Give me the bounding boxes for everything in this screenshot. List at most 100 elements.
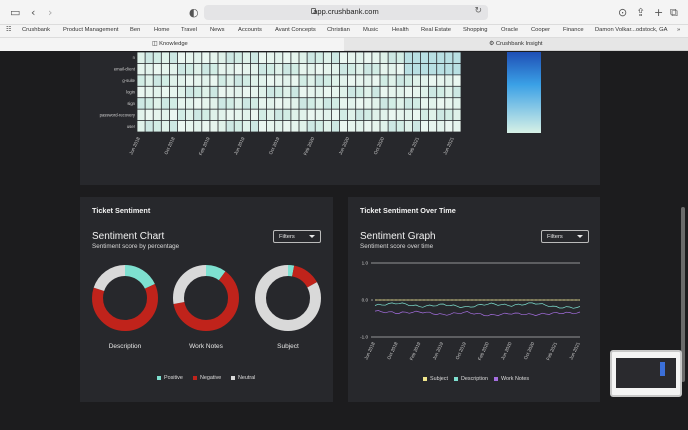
heatmap-cell xyxy=(356,98,364,109)
preview-bar xyxy=(660,362,665,376)
heatmap-cell xyxy=(258,120,267,132)
bookmark-item[interactable]: Accounts xyxy=(238,27,262,33)
heatmap-cell xyxy=(453,75,461,86)
heatmap-cell xyxy=(250,98,259,109)
heatmap-cell xyxy=(177,109,186,121)
heatmap-row-label: user xyxy=(127,124,136,129)
heatmap-cell xyxy=(258,86,267,98)
heatmap-cell xyxy=(364,52,372,64)
bookmark-item[interactable]: News xyxy=(210,27,225,33)
heatmap-cell xyxy=(445,63,453,75)
reload-icon[interactable]: ↻ xyxy=(474,6,482,16)
heatmap-cell xyxy=(194,109,202,121)
heatmap-cell xyxy=(177,63,186,75)
sidebar-toggle-icon[interactable]: ▭ xyxy=(10,6,21,19)
heatmap-cell xyxy=(177,52,186,64)
bookmark-item[interactable]: Shopping xyxy=(463,27,488,33)
heatmap-cell xyxy=(275,52,283,64)
bookmarks-grid-icon[interactable]: ☷ xyxy=(6,27,12,33)
heatmap-x-tick: Feb 2021 xyxy=(407,136,420,156)
heatmap-cell xyxy=(258,109,267,121)
heatmap-cell xyxy=(275,63,283,75)
bookmark-item[interactable]: Product Management xyxy=(63,27,119,33)
tab-knowledge[interactable]: ◫ Knowledge xyxy=(0,38,344,51)
privacy-shield-icon[interactable]: ◐ xyxy=(189,6,199,19)
forward-icon[interactable]: › xyxy=(48,6,53,19)
bookmark-item[interactable]: Damon Volkar...odstock, GA xyxy=(595,27,668,33)
bookmark-item[interactable]: Ben xyxy=(130,27,141,33)
chart-title: Sentiment Chart xyxy=(92,231,165,242)
heatmap-cell xyxy=(412,86,421,98)
heatmap-cell xyxy=(291,86,299,98)
bookmark-item[interactable]: Real Estate xyxy=(421,27,451,33)
address-bar[interactable]: app.crushbank.com ↻ xyxy=(204,5,488,20)
heatmap-cell xyxy=(348,109,356,121)
series-line-description xyxy=(374,302,581,309)
bookmark-item[interactable]: Christian xyxy=(327,27,350,33)
heatmap-row-label: password-recovery xyxy=(100,112,136,117)
bookmark-item[interactable]: Cooper xyxy=(531,27,551,33)
heatmap-cell xyxy=(420,98,429,109)
heatmap-cell xyxy=(153,63,161,75)
tab-label: Crushbank Insight xyxy=(495,41,543,47)
heatmap-cell xyxy=(315,75,323,86)
donut-slice-neutral xyxy=(92,265,158,331)
bookmark-item[interactable]: Crushbank xyxy=(22,27,51,33)
legend-swatch xyxy=(494,376,498,381)
legend-swatch xyxy=(193,375,197,380)
heatmap-cell xyxy=(315,109,323,121)
heatmap-cell xyxy=(396,120,404,132)
tab-favicon-icon: ◫ xyxy=(152,41,160,47)
heatmap-cell xyxy=(267,75,275,86)
heatmap-cell xyxy=(258,63,267,75)
heatmap-cell xyxy=(356,75,364,86)
heatmap-cell xyxy=(396,63,404,75)
legend-swatch xyxy=(157,375,161,380)
filter-label: Filters xyxy=(547,233,563,240)
heatmap-cell xyxy=(258,52,267,64)
bookmark-item[interactable]: Avant Concepts xyxy=(275,27,316,33)
bookmark-item[interactable]: Finance xyxy=(563,27,584,33)
new-tab-icon[interactable]: + xyxy=(654,6,664,19)
overflow-chevron-icon[interactable]: » xyxy=(677,27,681,33)
bookmark-item[interactable]: Home xyxy=(154,27,170,33)
heatmap-cell xyxy=(331,120,340,132)
bookmark-item[interactable]: Oracle xyxy=(501,27,519,33)
heatmap-cell xyxy=(307,63,315,75)
heatmap-cell xyxy=(307,75,315,86)
filters-dropdown[interactable]: Filters xyxy=(541,230,589,243)
window-preview-thumbnail[interactable] xyxy=(610,350,682,397)
heatmap-cell xyxy=(250,63,259,75)
heatmap-cell xyxy=(250,109,259,121)
heatmap-cell xyxy=(412,52,421,64)
heatmap-cell xyxy=(250,52,259,64)
x-tick-label: Jun 2020 xyxy=(500,341,513,361)
heatmap-cell xyxy=(453,86,461,98)
heatmap-cell xyxy=(404,109,412,121)
bookmark-item[interactable]: Travel xyxy=(181,27,197,33)
page-content: n email-client g-suite login sign password-re… xyxy=(0,52,688,430)
heatmap-cell xyxy=(437,120,445,132)
tab-crushbank-insight[interactable]: ⚙ Crushbank Insight xyxy=(344,38,688,51)
heatmap-cell xyxy=(137,52,145,64)
page-scrollbar[interactable] xyxy=(681,207,685,382)
heatmap-cell xyxy=(145,52,153,64)
heatmap-cell xyxy=(194,63,202,75)
heatmap-cell xyxy=(186,109,194,121)
bookmark-item[interactable]: Music xyxy=(363,27,379,33)
heatmap-cell xyxy=(210,109,218,121)
heatmap-cell xyxy=(323,63,331,75)
legend-label: Description xyxy=(461,376,488,382)
heatmap-cell xyxy=(420,109,429,121)
heatmap-cell xyxy=(315,120,323,132)
share-icon[interactable]: ⇪ xyxy=(636,6,646,19)
filters-dropdown[interactable]: Filters xyxy=(273,230,321,243)
download-icon[interactable]: ⊙ xyxy=(618,6,628,19)
x-tick-label: Feb 2019 xyxy=(409,341,422,361)
tab-overview-icon[interactable]: ⧉ xyxy=(670,6,678,19)
heatmap-cell xyxy=(242,120,250,132)
heatmap-x-tick: Oct 2020 xyxy=(373,136,386,155)
back-icon[interactable]: ‹ xyxy=(31,6,36,19)
legend-label: Subject xyxy=(430,376,448,382)
bookmark-item[interactable]: Health xyxy=(392,27,409,33)
